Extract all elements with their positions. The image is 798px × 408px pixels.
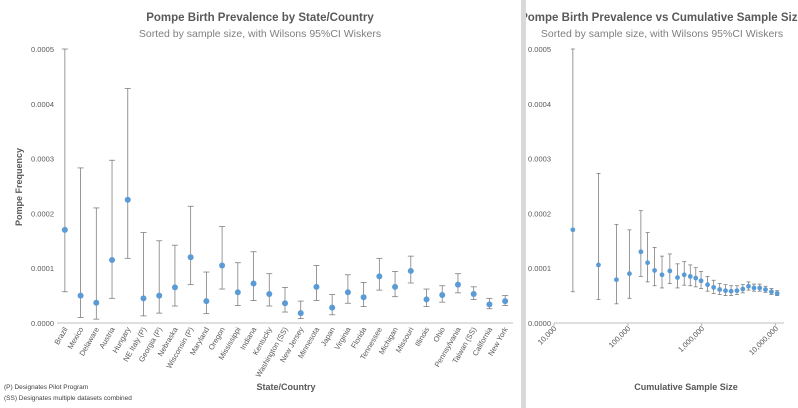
data-point [675, 275, 680, 280]
data-point [687, 274, 693, 279]
data-point [297, 310, 304, 317]
y-tick-label: 0.0004 [528, 100, 551, 109]
y-tick-label: 0.0001 [528, 264, 551, 273]
prevalence-by-state-chart: Pompe Birth Prevalence by State/Country … [4, 12, 513, 402]
data-point [645, 260, 650, 266]
y-tick-label: 0.0001 [31, 264, 54, 273]
chart-title: Pompe Birth Prevalence vs Cumulative Sam… [526, 12, 798, 24]
y-axis-label: Pompe Frequency [14, 148, 24, 226]
data-point [596, 262, 601, 268]
plot-area: 0.00000.00010.00020.00030.00040.0005Braz… [31, 45, 513, 379]
data-point [681, 272, 687, 278]
x-axis-label: State/Country [256, 382, 315, 392]
data-point [124, 196, 131, 203]
y-tick-label: 0.0004 [31, 100, 54, 109]
data-point [614, 277, 619, 283]
data-point [717, 287, 723, 292]
data-point [376, 273, 383, 280]
data-point [156, 292, 163, 299]
chart-title: Pompe Birth Prevalence by State/Country [146, 12, 374, 24]
data-point [140, 295, 147, 302]
data-point [740, 286, 746, 292]
data-point [77, 292, 84, 299]
data-point [250, 280, 257, 287]
data-point [187, 254, 194, 261]
footnote-pilot: (P) Designates Pilot Program [4, 384, 88, 391]
data-point [282, 300, 288, 307]
y-tick-label: 0.0005 [528, 45, 551, 54]
data-point [693, 275, 699, 281]
data-point [344, 289, 351, 296]
data-point [705, 282, 710, 288]
data-point [627, 271, 632, 277]
y-tick-label: 0.0003 [528, 155, 551, 164]
data-point [728, 288, 734, 294]
prevalence-by-state-panel: Pompe Birth Prevalence by State/Country … [0, 0, 521, 408]
prevalence-vs-sample-size-chart: Pompe Birth Prevalence vs Cumulative Sam… [526, 12, 798, 392]
data-point [171, 284, 178, 291]
data-point [667, 268, 673, 274]
data-point [234, 289, 241, 296]
y-tick-label: 0.0002 [528, 209, 551, 218]
y-tick-label: 0.0005 [31, 45, 54, 54]
x-tick-label: 100,000 [607, 324, 633, 350]
data-point [439, 292, 446, 299]
data-point [203, 298, 210, 305]
y-tick-label: 0.0000 [31, 319, 54, 328]
data-point [392, 283, 399, 290]
data-point [746, 283, 751, 289]
data-point [486, 301, 493, 308]
data-point [723, 288, 728, 294]
data-point [109, 256, 116, 263]
plot-area: 0.0000 0.0001 0.0002 0.0003 0.0004 0.0005 10,0… [528, 45, 784, 357]
data-point [313, 283, 320, 290]
x-tick-label: Ohio [431, 326, 447, 344]
prevalence-vs-sample-size-panel: Pompe Birth Prevalence vs Cumulative Sam… [526, 0, 798, 408]
data-point [423, 296, 430, 303]
data-point [329, 304, 336, 311]
data-point [769, 289, 774, 295]
x-tick-label: 10,000,000 [747, 324, 780, 357]
data-point [734, 288, 740, 294]
x-tick-label: Illinois [413, 325, 431, 348]
data-point [470, 290, 477, 297]
data-point [360, 294, 367, 301]
data-point [652, 267, 657, 273]
data-point [659, 272, 665, 278]
data-point [698, 278, 704, 284]
x-tick-label: 1,000,000 [676, 324, 706, 354]
data-point [711, 284, 717, 290]
data-point [502, 298, 509, 305]
y-tick-label: 0.0003 [31, 155, 54, 164]
x-tick-label: Virginia [332, 325, 353, 352]
data-point [454, 281, 461, 288]
y-tick-label: 0.0000 [528, 319, 551, 328]
chart-subtitle: Sorted by sample size, with Wilsons 95%C… [541, 28, 783, 40]
chart-subtitle: Sorted by sample size, with Wilsons 95%C… [139, 28, 381, 40]
x-axis-label: Cumulative Sample Size [634, 382, 738, 392]
data-point [763, 287, 768, 292]
footnote-multiple-datasets: (SS) Designates multiple datasets combin… [4, 395, 132, 402]
data-point [757, 285, 763, 291]
data-point [219, 262, 226, 269]
data-point [93, 299, 100, 306]
data-point [407, 267, 414, 274]
data-point [774, 291, 780, 296]
data-point [638, 249, 644, 255]
data-point [751, 285, 757, 291]
data-point [570, 227, 576, 233]
data-point [61, 226, 68, 233]
data-point [266, 290, 273, 297]
y-tick-label: 0.0002 [31, 209, 54, 218]
